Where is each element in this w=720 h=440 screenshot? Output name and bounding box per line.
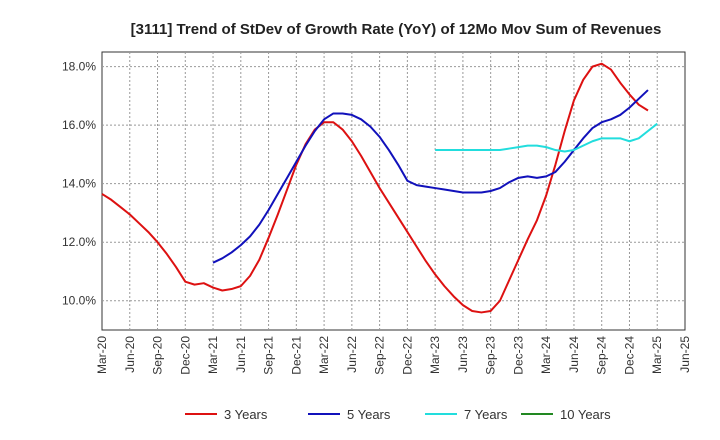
x-tick-label: Jun-24 [567, 336, 581, 373]
x-tick-label: Jun-20 [123, 336, 137, 373]
series-line-5-years [212, 89, 649, 264]
x-tick-label: Dec-21 [289, 336, 303, 375]
y-tick-label: 18.0% [62, 60, 96, 74]
x-tick-label: Mar-25 [650, 336, 664, 374]
plot-area [101, 51, 686, 331]
series-layer [101, 62, 658, 314]
x-tick-label: Mar-22 [317, 336, 331, 374]
chart-title: [3111] Trend of StDev of Growth Rate (Yo… [131, 21, 662, 38]
legend-label-3-years: 3 Years [224, 407, 268, 422]
x-tick-label: Mar-24 [539, 336, 553, 374]
x-tick-label: Dec-20 [178, 336, 192, 375]
y-tick-label: 10.0% [62, 294, 96, 308]
x-tick-label: Dec-22 [400, 336, 414, 375]
x-axis-ticks: Mar-20 Jun-20 Sep-20 Dec-20 Mar-21 Jun-21 Sep-… [95, 336, 692, 375]
series-line-3-years [101, 62, 649, 314]
series-line-7-years [435, 122, 658, 153]
x-tick-label: Dec-24 [622, 336, 636, 375]
y-tick-label: 14.0% [62, 177, 96, 191]
x-tick-label: Mar-23 [428, 336, 442, 374]
y-tick-label: 12.0% [62, 235, 96, 249]
y-tick-label: 16.0% [62, 118, 96, 132]
legend-label-5-years: 5 Years [347, 407, 391, 422]
x-tick-label: Sep-22 [373, 336, 387, 375]
x-tick-label: Jun-25 [678, 336, 692, 373]
x-tick-label: Mar-21 [206, 336, 220, 374]
x-tick-label: Mar-20 [95, 336, 109, 374]
y-axis-ticks: 10.0% 12.0% 14.0% 16.0% 18.0% [62, 60, 96, 308]
x-tick-label: Jun-21 [234, 336, 248, 373]
x-tick-label: Jun-23 [456, 336, 470, 373]
x-tick-label: Jun-22 [345, 336, 359, 373]
x-tick-label: Sep-23 [484, 336, 498, 375]
x-tick-label: Sep-21 [262, 336, 276, 375]
grid-layer [102, 52, 685, 330]
legend-label-7-years: 7 Years [464, 407, 508, 422]
x-tick-label: Dec-23 [511, 336, 525, 375]
x-tick-label: Sep-24 [595, 336, 609, 375]
legend-label-10-years: 10 Years [560, 407, 611, 422]
x-tick-label: Sep-20 [151, 336, 165, 375]
legend: 3 Years 5 Years 7 Years 10 Years [185, 407, 611, 422]
